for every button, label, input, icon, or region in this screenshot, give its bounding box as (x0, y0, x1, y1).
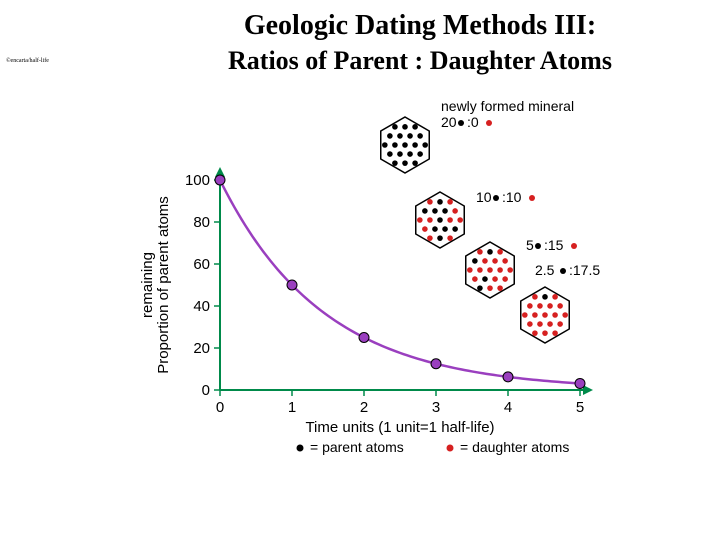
svg-text:2: 2 (360, 399, 368, 416)
svg-text:Time units (1 unit=1 half-life: Time units (1 unit=1 half-life) (305, 419, 494, 436)
page-title-1: Geologic Dating Methods III: (150, 10, 690, 42)
svg-text:60: 60 (193, 256, 210, 273)
svg-text::10: :10 (502, 189, 522, 205)
page-title-2: Ratios of Parent : Daughter Atoms (150, 46, 690, 76)
svg-text::0: :0 (467, 114, 479, 130)
svg-text:100: 100 (185, 172, 210, 189)
svg-text:20: 20 (193, 340, 210, 357)
svg-text::17.5: :17.5 (569, 262, 600, 278)
svg-text:3: 3 (432, 399, 440, 416)
svg-text:10: 10 (476, 189, 492, 205)
svg-text:80: 80 (193, 214, 210, 231)
svg-text:Proportion of parent atoms: Proportion of parent atoms (155, 196, 172, 374)
svg-text:4: 4 (504, 399, 512, 416)
svg-text:= parent atoms: = parent atoms (310, 439, 404, 455)
footer-credit: ©encarta/half-life (6, 58, 49, 64)
svg-text:1: 1 (288, 399, 296, 416)
svg-text::15: :15 (544, 237, 564, 253)
svg-text:remaining: remaining (140, 252, 156, 318)
svg-text:5: 5 (576, 399, 584, 416)
svg-text:2.5: 2.5 (535, 262, 555, 278)
svg-text:40: 40 (193, 298, 210, 315)
svg-text:0: 0 (216, 399, 224, 416)
svg-text:5: 5 (526, 237, 534, 253)
svg-text:newly formed mineral: newly formed mineral (441, 98, 574, 114)
svg-text:= daughter atoms: = daughter atoms (460, 439, 569, 455)
svg-text:20: 20 (441, 114, 457, 130)
svg-text:0: 0 (202, 382, 210, 399)
decay-chart: 0 1 2 3 4 5 0 20 40 60 80 100 Time units (1 unit=1 h… (140, 90, 600, 470)
